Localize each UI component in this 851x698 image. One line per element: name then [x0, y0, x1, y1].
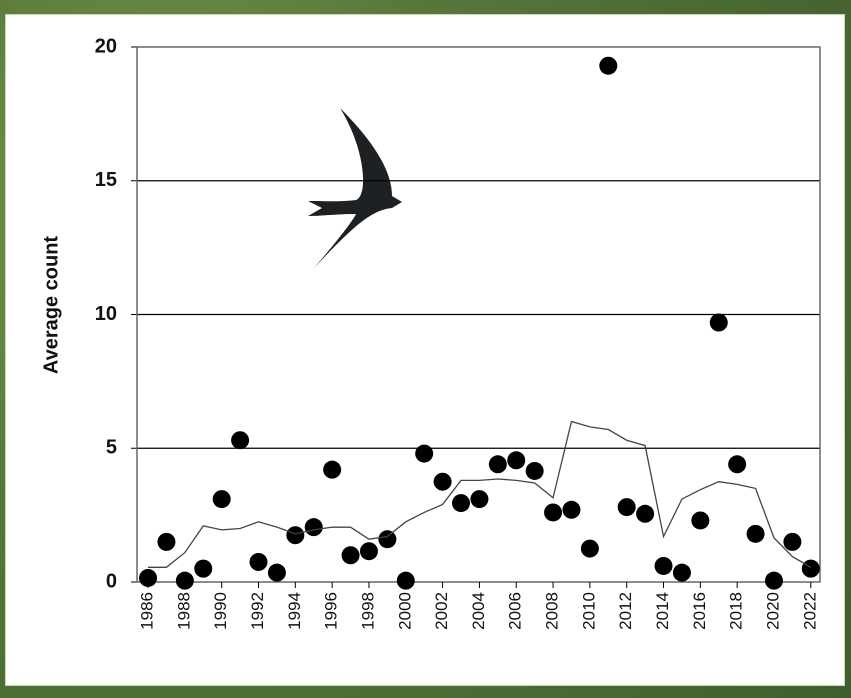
x-tick-label: 2018: [727, 592, 746, 630]
x-tick-label: 2012: [616, 592, 635, 630]
data-point: [654, 556, 673, 575]
data-point: [617, 498, 636, 517]
data-point: [396, 571, 415, 590]
trend-line: [148, 420, 812, 568]
data-point: [139, 568, 158, 587]
data-point: [267, 563, 286, 582]
data-point: [415, 444, 434, 463]
plot-frame: [136, 46, 821, 583]
swift-illustration: [308, 108, 402, 268]
x-tick-label: 2010: [579, 592, 598, 630]
data-point: [286, 526, 305, 545]
data-point: [212, 490, 231, 509]
x-tick-label: 2004: [469, 592, 488, 630]
x-tick-label: 1996: [322, 592, 341, 630]
x-tick-label: 2016: [690, 592, 709, 630]
y-tick-label: 15: [95, 169, 117, 191]
y-tick-label: 20: [95, 35, 117, 57]
data-point: [341, 546, 360, 565]
data-point: [433, 472, 452, 491]
data-point: [636, 504, 655, 523]
x-tick-label: 2022: [800, 592, 819, 630]
data-point: [359, 542, 378, 561]
data-point: [157, 532, 176, 551]
data-point: [709, 313, 728, 332]
y-tick-label: 0: [106, 570, 117, 592]
data-point: [544, 503, 563, 522]
data-point: [599, 56, 618, 75]
data-point: [562, 500, 581, 519]
x-tick-label: 2002: [432, 592, 451, 630]
x-tick-label: 2006: [506, 592, 525, 630]
data-point: [691, 511, 710, 530]
data-point: [470, 490, 489, 509]
data-point: [507, 451, 526, 470]
data-point: [452, 494, 471, 513]
x-tick-label: 1994: [285, 592, 304, 630]
y-tick-label: 5: [106, 437, 117, 459]
data-point: [249, 552, 268, 571]
data-point: [746, 524, 765, 543]
data-point: [304, 518, 323, 537]
x-tick-label: 2008: [543, 592, 562, 630]
data-point: [580, 539, 599, 558]
x-tick-label: 1988: [174, 592, 193, 630]
data-point: [525, 461, 544, 480]
x-tick-label: 1990: [211, 592, 230, 630]
x-tick-label: 1992: [248, 592, 267, 630]
data-point: [323, 460, 342, 479]
data-point: [801, 559, 820, 578]
data-point: [194, 559, 213, 578]
data-point: [378, 530, 397, 549]
data-point: [231, 431, 250, 450]
data-point: [488, 455, 507, 474]
data-point: [728, 455, 747, 474]
data-point: [175, 571, 194, 590]
data-point: [764, 571, 783, 590]
y-tick-label: 10: [95, 303, 117, 325]
y-axis-label: Average count: [40, 236, 62, 375]
x-tick-label: 2014: [653, 592, 672, 630]
x-tick-label: 1998: [358, 592, 377, 630]
data-point: [783, 532, 802, 551]
x-tick-label: 1986: [138, 592, 157, 630]
x-tick-label: 2020: [763, 592, 782, 630]
data-point: [672, 563, 691, 582]
x-tick-label: 2000: [395, 592, 414, 630]
